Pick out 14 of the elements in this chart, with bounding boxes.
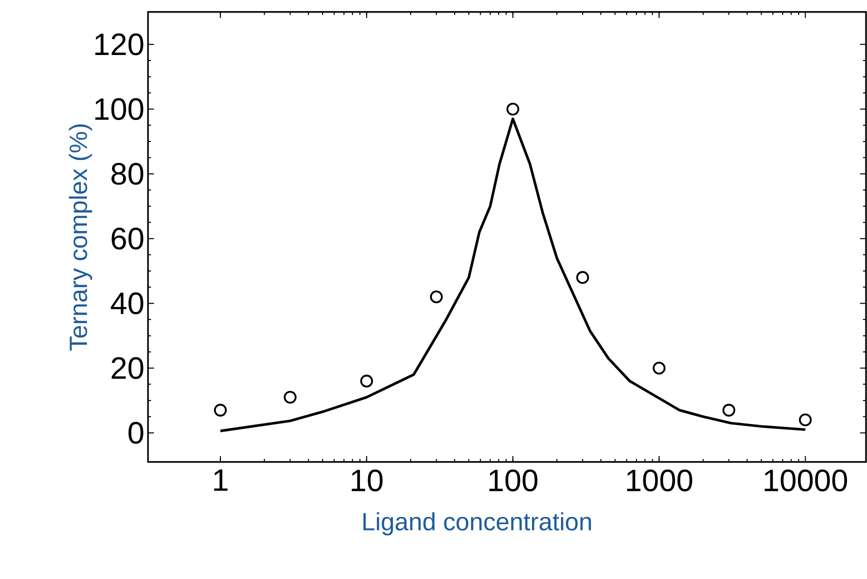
y-tick-label: 40: [110, 292, 144, 314]
x-axis-title: Ligand concentration: [363, 512, 591, 536]
y-tick-label: 80: [111, 162, 144, 185]
y-tick-label: 60: [112, 228, 144, 250]
x-tick-label: 100: [489, 470, 538, 492]
y-tick-label: 120: [95, 33, 144, 56]
x-tick-label: 10: [352, 470, 383, 492]
y-tick-label: 20: [112, 357, 144, 380]
y-tick-label: 0: [128, 422, 144, 444]
x-tick-label: 1000: [627, 470, 692, 492]
x-tick-label: 1: [214, 470, 228, 491]
x-tick-label: 10000: [764, 470, 848, 492]
y-tick-label: 100: [95, 98, 144, 120]
y-axis-title: Ternary complex (%): [68, 124, 92, 351]
